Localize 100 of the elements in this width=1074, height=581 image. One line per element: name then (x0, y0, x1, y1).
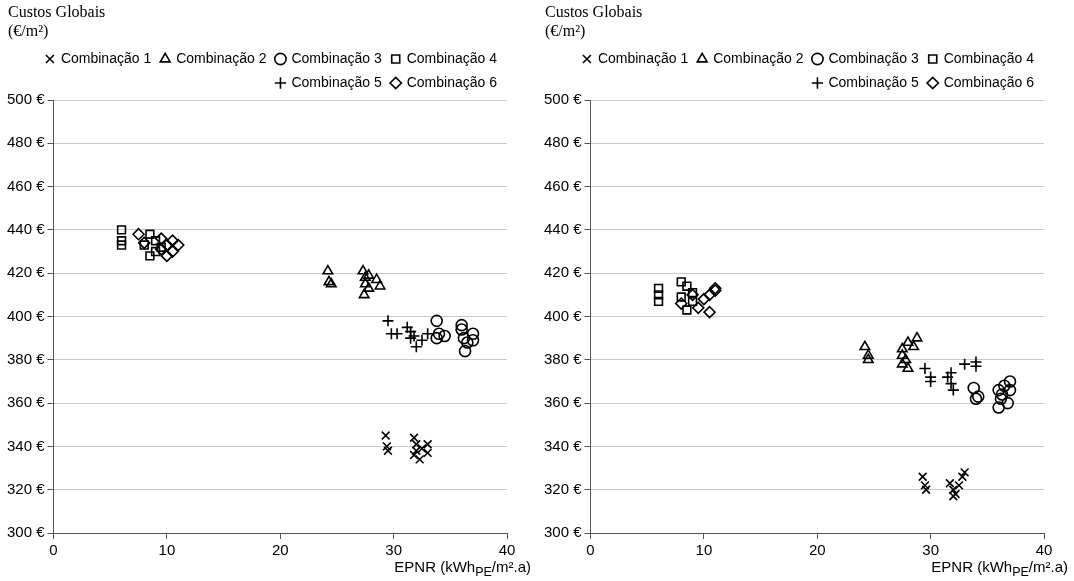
x-tick-label: 40 (1035, 541, 1053, 559)
point (1003, 375, 1017, 388)
y-tick-label: 380 € (6, 349, 46, 367)
point (455, 318, 468, 332)
point (908, 340, 920, 351)
point (896, 349, 908, 360)
legend-label: Combinação 5 (828, 73, 919, 90)
point (116, 240, 127, 250)
point (457, 331, 471, 345)
point (432, 327, 446, 341)
point (697, 292, 711, 306)
point (421, 327, 434, 341)
legend-label: Combinação 2 (713, 49, 804, 66)
point (691, 301, 705, 315)
y-tick-label: 420 € (6, 263, 46, 281)
point (653, 296, 664, 307)
point (466, 327, 480, 341)
point (921, 485, 931, 495)
point (455, 323, 468, 336)
point (682, 281, 692, 291)
y-tick-label: 460 € (6, 176, 46, 194)
point (359, 277, 371, 288)
point (992, 383, 1005, 397)
y-tick-label: 300 € (6, 523, 46, 541)
point (902, 336, 914, 347)
point (430, 314, 444, 328)
point (862, 353, 874, 364)
point (145, 229, 155, 239)
y-tick-label: 440 € (543, 220, 583, 238)
x-tick-label: 10 (158, 541, 176, 559)
point (653, 283, 664, 294)
point (461, 336, 474, 349)
point (686, 288, 699, 302)
point (687, 296, 698, 307)
y-axis-title: Custos Globais (€/m²) (545, 2, 644, 40)
x-tick-label: 30 (922, 541, 939, 559)
point (154, 232, 168, 245)
point (862, 349, 874, 360)
y-tick-label: 400 € (543, 306, 583, 324)
y-tick-label: 360 € (543, 393, 583, 411)
y-tick-label: 380 € (543, 349, 583, 367)
point (945, 478, 955, 488)
point (703, 288, 716, 302)
point (1003, 383, 1017, 397)
y-tick-label: 460 € (543, 176, 583, 194)
legend-label: Combinação 5 (291, 73, 382, 90)
point (359, 271, 371, 282)
y-tick-label: 480 € (6, 133, 46, 151)
point (896, 357, 908, 368)
point (383, 446, 393, 456)
y-tick-label: 320 € (6, 479, 46, 497)
y-tick-label: 500 € (6, 90, 46, 108)
y-tick-label: 360 € (6, 393, 46, 411)
y-tick-label: 400 € (6, 306, 46, 324)
point (967, 381, 981, 395)
y-tick-label: 340 € (6, 436, 46, 454)
point (674, 297, 688, 310)
legend-label: Combinação 1 (60, 49, 152, 66)
point (902, 362, 914, 373)
point (458, 344, 472, 358)
x-tick-label: 20 (808, 541, 826, 559)
point (438, 329, 451, 343)
y-tick-label: 340 € (543, 436, 583, 454)
point (653, 290, 664, 300)
legend-label: Combinação 1 (597, 49, 689, 66)
point (998, 379, 1011, 393)
point (995, 388, 1009, 401)
point (160, 238, 174, 252)
point (322, 264, 334, 275)
point (160, 249, 174, 263)
point (166, 234, 179, 248)
point (357, 264, 369, 275)
legend-label: Combinação 3 (291, 49, 382, 66)
point (363, 269, 375, 279)
y-tick-label: 320 € (543, 479, 583, 497)
point (363, 282, 375, 292)
point (859, 340, 871, 351)
y-axis-title: Custos Globais (€/m²) (8, 2, 107, 40)
y-tick-label: 440 € (6, 220, 46, 238)
x-axis-title: EPNR (kWh$_{PE}$/m².a) (931, 558, 1068, 579)
point (374, 279, 386, 290)
point (676, 292, 686, 302)
x-tick-label: 40 (498, 541, 516, 559)
point (132, 227, 145, 241)
point (959, 467, 970, 478)
x-axis-title: EPNR (kWh$_{PE}$/m².a) (394, 558, 531, 579)
point (166, 245, 179, 258)
y-tick-label: 420 € (543, 263, 583, 281)
legend-label: Combinação 4 (943, 49, 1035, 66)
legend-label: Combinação 4 (406, 49, 498, 66)
legend-label: Combinação 6 (406, 73, 498, 90)
y-tick-label: 500 € (543, 90, 583, 108)
x-tick-label: 0 (49, 541, 58, 559)
y-tick-label: 480 € (543, 133, 583, 151)
x-tick-label: 20 (271, 541, 289, 559)
point (466, 334, 480, 347)
point (924, 375, 937, 388)
point (994, 392, 1008, 406)
point (150, 236, 161, 246)
point (992, 401, 1005, 414)
